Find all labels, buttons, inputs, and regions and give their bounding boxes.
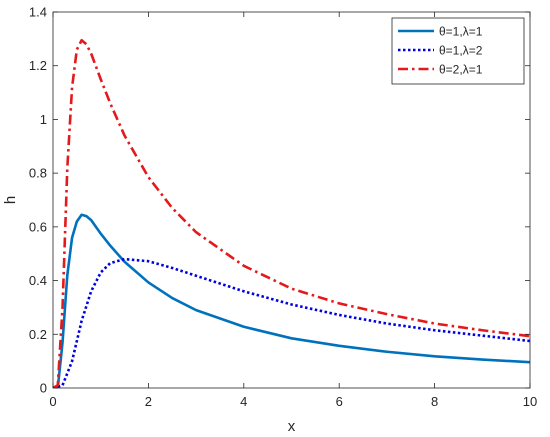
y-axis-label: h [2,196,19,204]
series-line-3 [53,38,530,388]
x-axis-label: x [288,418,296,435]
x-tick-label: 4 [240,394,247,409]
x-tick-label: 6 [336,394,343,409]
legend: θ=1,λ=1 θ=1,λ=2 θ=2,λ=1 [391,17,525,85]
legend-label-3: θ=2,λ=1 [439,63,483,77]
y-tick-label: 1.4 [29,5,47,20]
axes-frame [52,11,531,389]
axes-layer: 0 2 4 6 8 10 0 0.2 0.4 0.6 0.8 1 1.2 1.4 [29,5,537,410]
legend-label-1: θ=1,λ=1 [439,25,483,39]
series-layer [53,38,530,388]
x-tick-label: 0 [49,394,56,409]
series-line-2 [53,257,530,388]
y-tick-label: 0.2 [29,327,47,342]
y-tick-label: 0.4 [29,273,47,288]
legend-label-2: θ=1,λ=2 [439,44,483,58]
x-tick-label: 2 [145,394,152,409]
x-tick-label: 8 [431,394,438,409]
y-tick-label: 1.2 [29,58,47,73]
y-tick-label: 1 [40,112,47,127]
series-line-1 [53,213,530,388]
y-tick-label: 0.6 [29,219,47,234]
y-tick-label: 0.8 [29,166,47,181]
y-tick-label: 0 [40,381,47,396]
x-tick-label: 10 [523,394,537,409]
